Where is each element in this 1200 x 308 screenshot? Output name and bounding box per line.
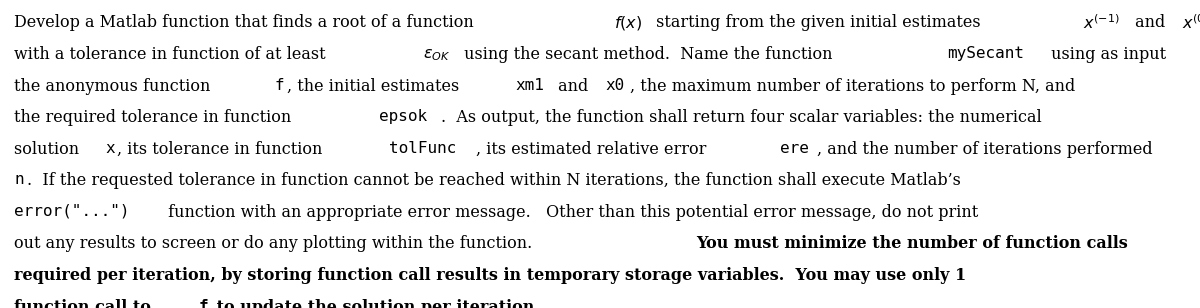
Text: error("..."): error("..."): [14, 204, 130, 219]
Text: , and the number of iterations performed: , and the number of iterations performed: [817, 141, 1153, 158]
Text: function call to: function call to: [14, 298, 157, 308]
Text: xm1: xm1: [516, 78, 545, 93]
Text: , its tolerance in function: , its tolerance in function: [118, 141, 328, 158]
Text: f: f: [198, 298, 208, 308]
Text: , the initial estimates: , the initial estimates: [287, 78, 464, 95]
Text: solution: solution: [14, 141, 84, 158]
Text: , the maximum number of iterations to perform N, and: , the maximum number of iterations to pe…: [630, 78, 1075, 95]
Text: to update the solution per iteration.: to update the solution per iteration.: [211, 298, 540, 308]
Text: ere: ere: [780, 141, 809, 156]
Text: x: x: [104, 141, 115, 156]
Text: $x^{(-1)}$: $x^{(-1)}$: [1082, 14, 1120, 33]
Text: .  As output, the function shall return four scalar variables: the numerical: . As output, the function shall return f…: [440, 109, 1042, 126]
Text: , its estimated relative error: , its estimated relative error: [476, 141, 712, 158]
Text: the anonymous function: the anonymous function: [14, 78, 216, 95]
Text: function with an appropriate error message.   Other than this potential error me: function with an appropriate error messa…: [163, 204, 979, 221]
Text: $f(x)$: $f(x)$: [614, 14, 642, 32]
Text: out any results to screen or do any plotting within the function.: out any results to screen or do any plot…: [14, 235, 542, 252]
Text: f: f: [275, 78, 284, 93]
Text: mySecant: mySecant: [947, 46, 1024, 61]
Text: starting from the given initial estimates: starting from the given initial estimate…: [650, 14, 985, 31]
Text: n: n: [14, 172, 24, 187]
Text: $x^{(0)}$: $x^{(0)}$: [1182, 14, 1200, 33]
Text: and: and: [1130, 14, 1170, 31]
Text: You must minimize the number of function calls: You must minimize the number of function…: [696, 235, 1128, 252]
Text: using the secant method.  Name the function: using the secant method. Name the functi…: [458, 46, 838, 63]
Text: using as input: using as input: [1046, 46, 1166, 63]
Text: $\epsilon_{OK}$: $\epsilon_{OK}$: [424, 46, 450, 63]
Text: the required tolerance in function: the required tolerance in function: [14, 109, 296, 126]
Text: tolFunc: tolFunc: [389, 141, 456, 156]
Text: epsok: epsok: [379, 109, 427, 124]
Text: .  If the requested tolerance in function cannot be reached within N iterations,: . If the requested tolerance in function…: [26, 172, 961, 189]
Text: and: and: [553, 78, 593, 95]
Text: x0: x0: [605, 78, 624, 93]
Text: Develop a Matlab function that finds a root of a function: Develop a Matlab function that finds a r…: [14, 14, 479, 31]
Text: required per iteration, by storing function call results in temporary storage va: required per iteration, by storing funct…: [14, 267, 966, 284]
Text: with a tolerance in function of at least: with a tolerance in function of at least: [14, 46, 331, 63]
